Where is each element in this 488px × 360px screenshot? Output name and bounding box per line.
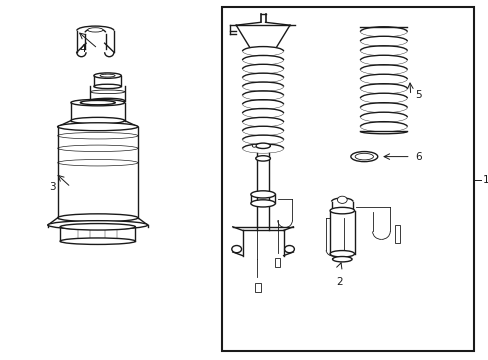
Ellipse shape [250,191,275,198]
Ellipse shape [255,156,270,161]
Bar [222,7,473,351]
Ellipse shape [354,153,373,160]
Ellipse shape [80,100,115,105]
Ellipse shape [94,73,121,78]
Text: 6: 6 [415,152,422,162]
Circle shape [231,246,241,253]
Text: 4: 4 [79,44,85,54]
Ellipse shape [329,251,354,257]
Circle shape [337,196,346,203]
Ellipse shape [48,221,147,229]
Text: 2: 2 [336,277,343,287]
Ellipse shape [250,200,275,207]
Ellipse shape [60,238,135,244]
Circle shape [252,144,256,147]
Text: 5: 5 [415,90,422,100]
Ellipse shape [90,98,124,103]
Text: 3: 3 [49,182,56,192]
Ellipse shape [329,207,354,214]
Ellipse shape [71,99,124,106]
Ellipse shape [71,117,124,124]
Ellipse shape [87,28,103,32]
Ellipse shape [100,74,115,77]
Text: 1: 1 [482,175,488,185]
Ellipse shape [255,143,270,148]
Bar [394,225,400,243]
Bar [254,283,260,292]
Ellipse shape [332,256,351,262]
Ellipse shape [60,224,135,230]
Bar [275,258,280,267]
Circle shape [284,246,294,253]
Ellipse shape [94,84,121,89]
Ellipse shape [350,152,377,162]
Ellipse shape [58,214,138,222]
Ellipse shape [58,123,138,131]
